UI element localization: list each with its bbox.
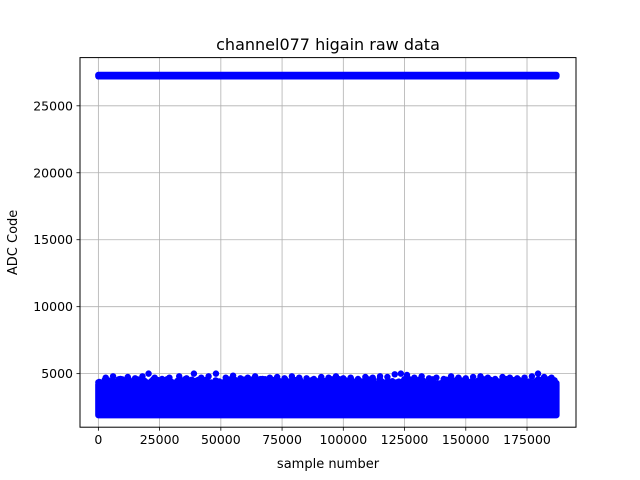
x-tick-label: 50000 bbox=[201, 432, 241, 447]
outlier-point bbox=[340, 375, 347, 382]
outlier-point bbox=[198, 374, 205, 381]
outlier-point bbox=[484, 374, 492, 381]
outlier-point bbox=[237, 375, 244, 382]
outlier-point bbox=[303, 375, 310, 382]
outlier-point bbox=[131, 375, 139, 382]
outlier-point bbox=[158, 375, 166, 383]
outlier-point bbox=[273, 373, 281, 381]
outlier-point bbox=[347, 374, 354, 381]
outlier-point bbox=[491, 375, 499, 383]
y-tick-label: 10000 bbox=[33, 299, 73, 314]
x-tick-label: 75000 bbox=[262, 432, 302, 447]
outlier-point bbox=[145, 370, 152, 377]
outlier-point bbox=[102, 374, 109, 381]
outlier-point bbox=[212, 370, 220, 377]
x-axis: 0 25000 50000 75000 100000 125000 150000 175000 bbox=[94, 427, 551, 447]
outlier-point bbox=[229, 372, 237, 379]
x-tick-label: 25000 bbox=[140, 432, 180, 447]
plot-area bbox=[95, 71, 560, 419]
outlier-point bbox=[325, 374, 332, 381]
outlier-point bbox=[447, 373, 455, 380]
outlier-point bbox=[151, 374, 158, 381]
outlier-point bbox=[391, 371, 398, 378]
outlier-point bbox=[354, 375, 362, 383]
baseline-edge-point bbox=[403, 382, 411, 389]
outlier-point bbox=[124, 373, 131, 381]
outlier-point bbox=[540, 373, 548, 381]
outlier-point bbox=[117, 375, 124, 383]
outlier-point bbox=[244, 374, 251, 381]
outlier-point bbox=[288, 373, 296, 380]
x-axis-label: sample number bbox=[277, 457, 380, 472]
outlier-point bbox=[318, 373, 325, 381]
outlier-point bbox=[521, 374, 528, 381]
outlier-point bbox=[166, 374, 173, 381]
outlier-point bbox=[259, 375, 266, 383]
baseline-samples-band bbox=[95, 381, 560, 419]
x-tick-label: 175000 bbox=[503, 432, 551, 447]
outlier-point bbox=[176, 373, 183, 380]
outlier-point bbox=[310, 375, 318, 383]
outlier-point bbox=[109, 373, 117, 380]
grid-lines bbox=[80, 57, 576, 428]
outlier-point bbox=[183, 375, 190, 382]
outlier-point bbox=[477, 373, 484, 380]
y-tick-label: 5000 bbox=[41, 366, 73, 381]
outlier-point bbox=[281, 375, 288, 382]
outlier-point bbox=[205, 373, 212, 380]
outlier-point bbox=[139, 373, 146, 380]
outlier-point bbox=[397, 370, 405, 377]
outlier-point bbox=[332, 373, 340, 380]
outlier-point bbox=[362, 373, 369, 381]
outlier-point bbox=[548, 374, 555, 381]
outlier-point bbox=[506, 374, 514, 381]
outlier-point bbox=[418, 373, 425, 380]
x-tick-label: 150000 bbox=[442, 432, 490, 447]
x-tick-label: 125000 bbox=[381, 432, 429, 447]
chart-title: channel077 higain raw data bbox=[216, 35, 440, 54]
outlier-point bbox=[469, 373, 477, 381]
x-tick-label: 100000 bbox=[319, 432, 367, 447]
outlier-point bbox=[462, 375, 469, 382]
outlier-point bbox=[455, 374, 462, 381]
outlier-point bbox=[534, 370, 542, 377]
outlier-point bbox=[425, 375, 433, 382]
plot-frame bbox=[79, 57, 577, 428]
baseline-edge-point bbox=[553, 379, 560, 387]
outlier-point bbox=[222, 374, 229, 381]
outlier-point bbox=[514, 375, 521, 382]
x-tick-label: 0 bbox=[94, 432, 102, 447]
y-tick-label: 20000 bbox=[33, 165, 73, 180]
saturated-samples-band bbox=[95, 71, 560, 80]
outlier-point bbox=[251, 373, 259, 380]
outlier-point bbox=[499, 373, 506, 381]
outlier-point bbox=[528, 373, 536, 380]
outlier-point bbox=[440, 375, 447, 383]
outlier-point bbox=[411, 374, 418, 381]
y-axis: 5000 10000 15000 20000 25000 bbox=[33, 98, 80, 381]
outlier-point bbox=[433, 374, 440, 381]
outlier-point bbox=[369, 374, 376, 381]
y-axis-label: ADC Code bbox=[6, 210, 21, 275]
y-tick-label: 25000 bbox=[33, 98, 73, 113]
outlier-point bbox=[403, 371, 411, 379]
outlier-point bbox=[266, 374, 274, 381]
outlier-point bbox=[296, 374, 303, 381]
outlier-point bbox=[376, 373, 384, 380]
outlier-point bbox=[384, 373, 391, 381]
y-tick-label: 15000 bbox=[33, 232, 73, 247]
outlier-point bbox=[190, 370, 198, 377]
